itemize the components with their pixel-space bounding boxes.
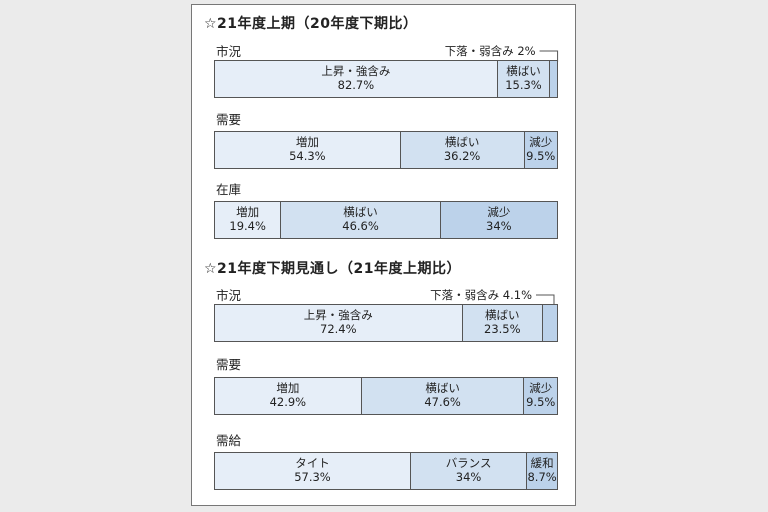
segment-label: 減少 [529, 381, 553, 396]
segment-label: 横ばい [444, 135, 480, 150]
segment-label: バランス [445, 456, 492, 471]
bar-segment: 減少 34% [440, 202, 557, 238]
bar-segment [550, 61, 557, 97]
segment-value: 19.4% [229, 219, 266, 233]
segment-value: 36.2% [443, 149, 481, 163]
group-label-2-1: 市況 [216, 288, 242, 303]
chart-panel: ☆21年度上期（20年度下期比） 市況 上昇・強含み 82.7% 横ばい 15.3% … [191, 4, 576, 506]
segment-value: 34% [486, 219, 512, 233]
segment-value: 23.5% [484, 322, 521, 336]
segment-label: 横ばい [343, 205, 378, 220]
segment-label: 横ばい [485, 308, 520, 323]
bar-segment: 増加 42.9% [215, 378, 362, 414]
bar-segment: 横ばい 23.5% [462, 305, 543, 341]
segment-value: 54.3% [289, 149, 326, 163]
group-label-2-3: 需給 [216, 433, 242, 448]
callout-label: 下落・弱含み 4.1% [430, 288, 532, 302]
bar-segment: バランス 34% [410, 453, 528, 489]
stacked-bar: 上昇・強含み 82.7% 横ばい 15.3% [214, 60, 558, 98]
segment-value: 72.4% [320, 322, 357, 336]
segment-label: 減少 [487, 205, 511, 220]
bar-segment: 上昇・強含み 72.4% [215, 305, 463, 341]
bar-segment: 横ばい 36.2% [400, 132, 525, 168]
bar-segment: 増加 54.3% [215, 132, 401, 168]
stacked-bar: 増加 19.4% 横ばい 46.6% 減少 34% [214, 201, 558, 239]
segment-label: タイト [295, 456, 330, 471]
group-label-1-1: 市況 [216, 44, 242, 59]
stacked-bar: 上昇・強含み 72.4% 横ばい 23.5% [214, 304, 558, 342]
segment-label: 横ばい [506, 64, 541, 79]
bar-segment: 緩和 8.7% [527, 453, 557, 489]
segment-value: 9.5% [526, 149, 556, 163]
segment-label: 緩和 [530, 456, 554, 471]
segment-value: 47.6% [424, 395, 461, 409]
bar-segment: 横ばい 47.6% [361, 378, 525, 414]
segment-label: 増加 [276, 381, 300, 396]
section-title-1: ☆21年度上期（20年度下期比） [204, 16, 418, 32]
bar-segment: 横ばい 46.6% [281, 202, 441, 238]
group-label-2-2: 需要 [216, 357, 242, 372]
bar-segment: タイト 57.3% [215, 453, 411, 489]
bar-segment: 横ばい 15.3% [497, 61, 551, 97]
segment-label: 横ばい [425, 381, 460, 396]
bar-segment: 減少 9.5% [524, 132, 557, 168]
segment-label: 上昇・強含み [303, 308, 373, 323]
segment-label: 減少 [529, 135, 553, 150]
segment-label: 増加 [236, 205, 260, 220]
segment-value: 9.5% [526, 395, 556, 409]
segment-value: 34% [455, 470, 482, 484]
group-label-1-2: 需要 [216, 112, 242, 127]
segment-value: 8.7% [527, 470, 557, 484]
stacked-bar: 増加 54.3% 横ばい 36.2% 減少 9.5% [214, 131, 558, 169]
callout-label: 下落・弱含み 2% [444, 44, 536, 58]
bar-segment: 増加 19.4% [215, 202, 282, 238]
bar-segment [542, 305, 557, 341]
section-title-2: ☆21年度下期見通し（21年度上期比） [204, 261, 462, 277]
segment-label: 上昇・強含み [321, 64, 391, 79]
stacked-bar: 増加 42.9% 横ばい 47.6% 減少 9.5% [214, 377, 558, 415]
bar-segment: 上昇・強含み 82.7% [215, 61, 498, 97]
segment-value: 42.9% [269, 395, 307, 409]
segment-value: 82.7% [337, 78, 375, 92]
segment-value: 57.3% [294, 470, 331, 484]
group-label-1-3: 在庫 [216, 182, 242, 197]
segment-value: 15.3% [505, 78, 542, 92]
bar-segment: 減少 9.5% [524, 378, 557, 414]
segment-label: 増加 [295, 135, 319, 150]
segment-value: 46.6% [342, 219, 379, 233]
stacked-bar: タイト 57.3% バランス 34% 緩和 8.7% [214, 452, 558, 490]
